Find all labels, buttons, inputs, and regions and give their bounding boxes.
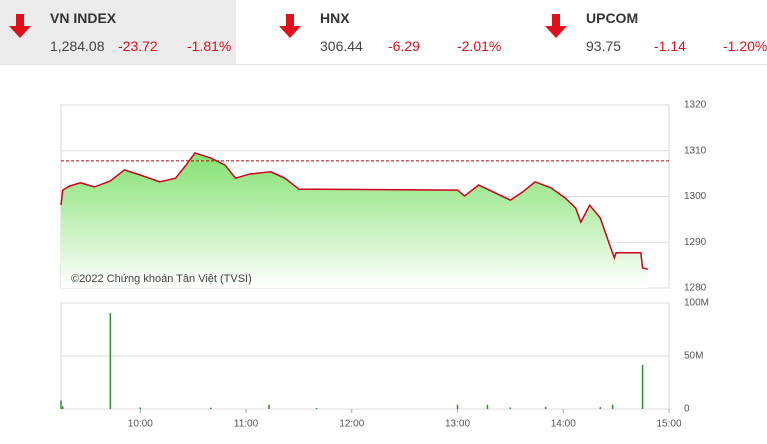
volume-bar: [456, 404, 459, 409]
index-pct: -2.01%: [457, 38, 502, 54]
index-value: 93.75: [586, 38, 622, 54]
volume-bar: [139, 407, 142, 409]
x-tick-label: 14:00: [551, 419, 576, 430]
index-name: HNX: [320, 10, 350, 26]
down-arrow: [545, 14, 567, 38]
volume-bar: [611, 404, 614, 409]
volume-bar: [641, 365, 644, 409]
y-tick-label: 50M: [684, 351, 703, 362]
volume-bar: [60, 400, 62, 409]
index-cell: HNX 306.44 -6.29 -2.01%: [270, 0, 506, 64]
volume-bar: [62, 406, 64, 409]
x-tick-label: 10:00: [128, 419, 153, 430]
volume-bar: [315, 407, 318, 409]
x-tick-label: 13:00: [445, 419, 470, 430]
x-tick-label: 11:00: [234, 419, 259, 430]
index-change: -1.14: [654, 38, 686, 54]
volume-bar: [486, 404, 489, 409]
index-pct: -1.81%: [187, 38, 232, 54]
index-value: 306.44: [320, 38, 363, 54]
index-change: -23.72: [118, 38, 158, 54]
index-name: UPCOM: [586, 10, 639, 26]
index-cell: VN INDEX 1,284.08 -23.72 -1.81%: [0, 0, 236, 64]
volume-bar: [268, 404, 270, 409]
down-arrow: [9, 14, 31, 38]
y-tick-label: 1290: [684, 237, 707, 248]
watermark: ©2022 Chứng khoán Tân Việt (TVSI): [71, 273, 252, 285]
volume-bar: [599, 407, 602, 409]
index-name: VN INDEX: [50, 10, 117, 26]
y-tick-label: 100M: [684, 298, 709, 309]
y-tick-label: 1300: [684, 191, 707, 202]
index-pct: -1.20%: [723, 38, 767, 54]
y-tick-label: 1320: [684, 100, 707, 111]
y-tick-label: 1280: [684, 283, 707, 294]
down-arrow: [279, 14, 301, 38]
index-cell: UPCOM 93.75 -1.14 -1.20%: [536, 0, 767, 64]
x-tick-label: 12:00: [339, 419, 364, 430]
volume-bar: [109, 312, 112, 409]
area: [61, 153, 648, 288]
volume-bar: [210, 407, 212, 409]
index-value: 1,284.08: [50, 38, 105, 54]
index-change: -6.29: [388, 38, 420, 54]
volume-bar: [509, 407, 512, 409]
volume-bar: [544, 406, 547, 409]
price-line: [60, 152, 649, 271]
y-tick-label: 0: [684, 404, 690, 415]
x-tick-label: 15:00: [656, 419, 681, 430]
y-tick-label: 1310: [684, 145, 707, 156]
